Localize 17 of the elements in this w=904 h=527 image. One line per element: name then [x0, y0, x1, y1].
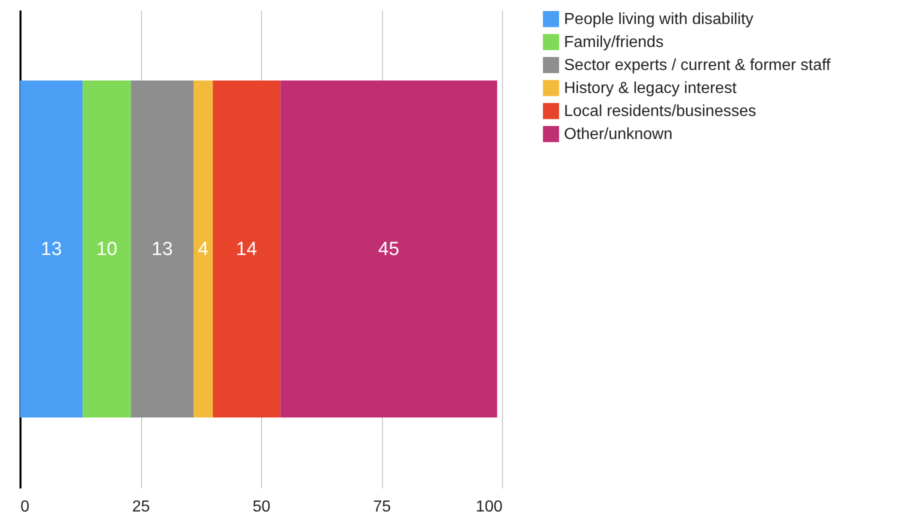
legend-label: History & legacy interest [564, 80, 738, 97]
legend-label: Family/friends [564, 34, 664, 51]
data-label: 14 [236, 239, 258, 260]
data-label: 45 [378, 239, 400, 260]
data-label: 13 [152, 239, 173, 260]
x-tick-label: 100 [476, 498, 503, 516]
legend-label: Local residents/businesses [564, 103, 756, 120]
legend-label: People living with disability [564, 11, 754, 28]
data-label: 10 [96, 239, 118, 260]
legend-label: Sector experts / current & former staff [564, 57, 832, 74]
x-tick-label: 0 [20, 498, 30, 516]
x-tick-label: 75 [373, 498, 391, 516]
legend-label: Other/unknown [564, 126, 673, 143]
x-tick-label: 25 [132, 498, 150, 516]
data-label: 13 [40, 239, 62, 260]
data-label: 4 [198, 239, 209, 260]
x-tick-label: 50 [252, 498, 270, 516]
